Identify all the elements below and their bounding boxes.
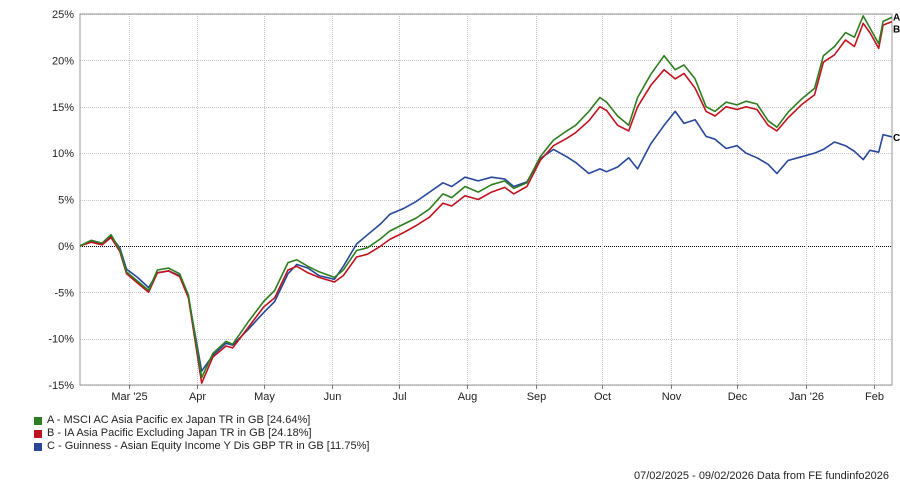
x-tick-label: Mar '25 — [111, 391, 147, 403]
legend-swatch-b — [34, 429, 42, 438]
end-label-b: B — [893, 25, 900, 36]
series-line-c — [79, 110, 893, 372]
axes: 25% 20% 15% 10% 5% 0% -5% -10% -15% Mar '25 Apr May… — [48, 9, 893, 403]
legend-swatch-a — [34, 416, 42, 425]
legend-swatch-c — [34, 442, 42, 451]
y-tick-label: -5% — [54, 287, 74, 299]
series-line-b — [79, 20, 893, 384]
x-tick-label: Feb — [865, 391, 884, 403]
y-tick-label: 15% — [52, 102, 74, 114]
series-lines — [79, 15, 893, 384]
end-label-c: C — [893, 133, 900, 144]
x-tick-label: Nov — [662, 391, 682, 403]
x-tick-label: Oct — [594, 391, 611, 403]
x-tick-label: Sep — [527, 391, 547, 403]
plot-frame — [79, 13, 893, 386]
legend-label-a: A - MSCI AC Asia Pacific ex Japan TR in … — [47, 414, 311, 426]
legend-item-a[interactable]: A - MSCI AC Asia Pacific ex Japan TR in … — [34, 414, 369, 427]
x-tick-label: Dec — [728, 391, 748, 403]
legend-item-b[interactable]: B - IA Asia Pacific Excluding Japan TR i… — [34, 427, 369, 440]
x-tick-label: Jul — [392, 391, 406, 403]
legend: A - MSCI AC Asia Pacific ex Japan TR in … — [34, 414, 369, 453]
end-label-a: A — [893, 12, 900, 23]
y-tick-label: -15% — [48, 380, 74, 392]
legend-item-c[interactable]: C - Guinness - Asian Equity Income Y Dis… — [34, 440, 369, 453]
x-tick-label: Apr — [189, 391, 206, 403]
x-tick-label: Jun — [324, 391, 342, 403]
x-tick-label: May — [254, 391, 275, 403]
legend-label-b: B - IA Asia Pacific Excluding Japan TR i… — [47, 427, 312, 439]
y-tick-label: -10% — [48, 334, 74, 346]
y-tick-label: 25% — [52, 9, 74, 21]
y-tick-label: 0% — [58, 241, 74, 253]
x-tick-label: Aug — [458, 391, 478, 403]
series-line-a — [79, 15, 893, 379]
y-tick-label: 20% — [52, 55, 74, 67]
data-source-footer: 07/02/2025 - 09/02/2026 Data from FE fun… — [633, 470, 889, 482]
performance-chart: 25% 20% 15% 10% 5% 0% -5% -10% -15% Mar '25 Apr May… — [48, 9, 900, 403]
end-labels: AB C — [893, 12, 900, 144]
y-tick-label: 5% — [58, 195, 74, 207]
legend-label-c: C - Guinness - Asian Equity Income Y Dis… — [47, 440, 370, 452]
y-tick-label: 10% — [52, 148, 74, 160]
grid — [80, 14, 892, 386]
x-tick-label: Jan '26 — [789, 391, 824, 403]
